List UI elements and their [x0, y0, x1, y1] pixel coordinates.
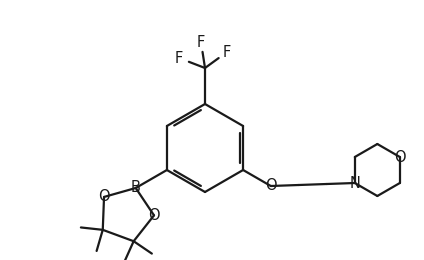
Text: F: F — [175, 50, 183, 66]
Text: F: F — [223, 44, 231, 60]
Text: O: O — [394, 150, 406, 165]
Text: O: O — [98, 190, 110, 204]
Text: F: F — [197, 35, 205, 49]
Text: O: O — [265, 179, 276, 193]
Text: B: B — [131, 180, 141, 196]
Text: O: O — [148, 208, 160, 223]
Text: N: N — [349, 176, 360, 191]
